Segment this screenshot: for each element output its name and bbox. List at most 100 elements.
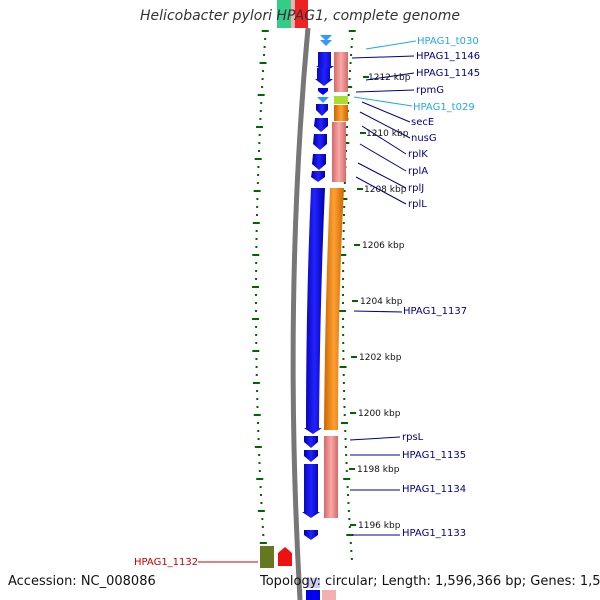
ring-dot (342, 262, 345, 264)
map-title: Helicobacter pylori HPAG1, complete geno… (140, 8, 460, 24)
leader-line (359, 111, 411, 139)
ring-dot (257, 438, 260, 440)
gene-label[interactable]: rplA (408, 166, 428, 177)
ring-dot (252, 222, 260, 224)
ring-dot (344, 446, 347, 448)
gene-HPAG1_1135-arrow (304, 450, 318, 462)
leader-line (361, 125, 407, 155)
ring-dot (350, 54, 353, 56)
ring-dot (342, 238, 345, 240)
ring-dot (343, 390, 346, 392)
gene-label[interactable]: HPAG1_1134 (402, 484, 466, 495)
gene-label[interactable]: HPAG1_1145 (416, 68, 480, 79)
ring-dot (258, 470, 261, 472)
ring-dot (259, 486, 262, 488)
gc-pink-segment (332, 122, 346, 182)
ring-dot (254, 158, 262, 160)
gc-pink-bottom (322, 590, 336, 600)
gene-label[interactable]: HPAG1_1132 (134, 557, 198, 568)
ring-dot (346, 486, 349, 488)
gene-label[interactable]: rplJ (408, 183, 424, 194)
gene-olive-block (260, 546, 274, 568)
kbp-label: 1208 kbp (364, 185, 407, 195)
gene-label[interactable]: rpsL (402, 432, 424, 443)
gc-green-segment (334, 96, 348, 104)
ring-dot (342, 350, 345, 352)
leader-line (355, 176, 407, 205)
ring-dot (262, 534, 265, 536)
ring-dot (342, 246, 345, 248)
ring-dot (254, 446, 262, 448)
ring-dot (343, 398, 346, 400)
ring-dot (262, 70, 265, 72)
ring-dot (252, 286, 260, 288)
ring-dot (258, 462, 261, 464)
top-feature-red (295, 0, 308, 28)
ring-dot (343, 406, 346, 408)
ring-dot (261, 526, 264, 528)
ring-dot (259, 118, 262, 120)
leader-line (359, 143, 407, 172)
gene-label[interactable]: rplL (408, 199, 427, 210)
gene-HPAG1_1134-arrow (302, 464, 320, 518)
kbp-label: 1204 kbp (360, 297, 403, 307)
ring-dot (253, 190, 261, 192)
ring-dot (255, 302, 258, 304)
ring-dot (343, 414, 346, 416)
ring-dot (343, 182, 346, 184)
ring-dot (349, 542, 352, 544)
ring-dot (263, 46, 266, 48)
ring-dot (339, 366, 347, 368)
ring-dot (347, 94, 350, 96)
gene-secE-arrow (316, 104, 328, 116)
gene-label[interactable]: HPAG1_1146 (416, 51, 480, 62)
gene-bottom-lavender (306, 578, 320, 588)
gc-skew-track (322, 52, 348, 600)
ring-dot (255, 294, 258, 296)
kbp-label: 1200 kbp (358, 409, 401, 419)
ring-dot (342, 342, 345, 344)
ring-dot (256, 390, 259, 392)
topology-text: Topology: circular; Length: 1,596,366 bp… (260, 574, 600, 589)
ring-dot (349, 70, 352, 72)
ring-dot (348, 526, 351, 528)
gene-nusG-arrow (314, 118, 328, 132)
ring-dot (342, 334, 345, 336)
gene-label[interactable]: HPAG1_t029 (413, 102, 475, 113)
ring-dot (255, 334, 258, 336)
ring-dot (342, 358, 345, 360)
outer-dotted-ring (252, 30, 269, 560)
gene-label[interactable]: HPAG1_1135 (402, 450, 466, 461)
gene-bottom-segment (306, 590, 320, 600)
gene-label[interactable]: HPAG1_1137 (403, 306, 467, 317)
gene-label[interactable]: HPAG1_t030 (417, 36, 479, 47)
ring-dot (258, 454, 261, 456)
leader-line (357, 162, 407, 189)
ring-dot (342, 286, 345, 288)
ring-dot (255, 214, 258, 216)
ring-dot (349, 62, 352, 64)
gene-label[interactable]: nusG (411, 133, 437, 144)
ring-dot (258, 150, 260, 152)
ring-dot (256, 182, 259, 184)
ring-dot (342, 270, 345, 272)
ring-dot (347, 510, 350, 512)
ring-dot (263, 54, 266, 56)
ring-dot (255, 326, 258, 328)
ring-dot (261, 78, 264, 80)
ring-dot (346, 534, 354, 536)
gene-label[interactable]: rpmG (416, 85, 444, 96)
kbp-label: 1202 kbp (359, 353, 402, 363)
kbp-scale: 1212 kbp 1210 kbp 1208 kbp 1206 kbp 1204… (349, 73, 411, 531)
gc-orange-segment (334, 105, 348, 121)
ring-dot (256, 206, 259, 208)
ring-dot (345, 454, 348, 456)
gene-label[interactable]: HPAG1_1133 (402, 528, 466, 539)
gene-label[interactable]: rplK (408, 149, 428, 160)
gene-label[interactable]: secE (411, 117, 434, 128)
ring-dot (261, 30, 269, 32)
ring-dot (340, 422, 348, 424)
ring-dot (257, 166, 260, 168)
ring-dot (343, 206, 346, 208)
ring-dot (252, 382, 260, 384)
